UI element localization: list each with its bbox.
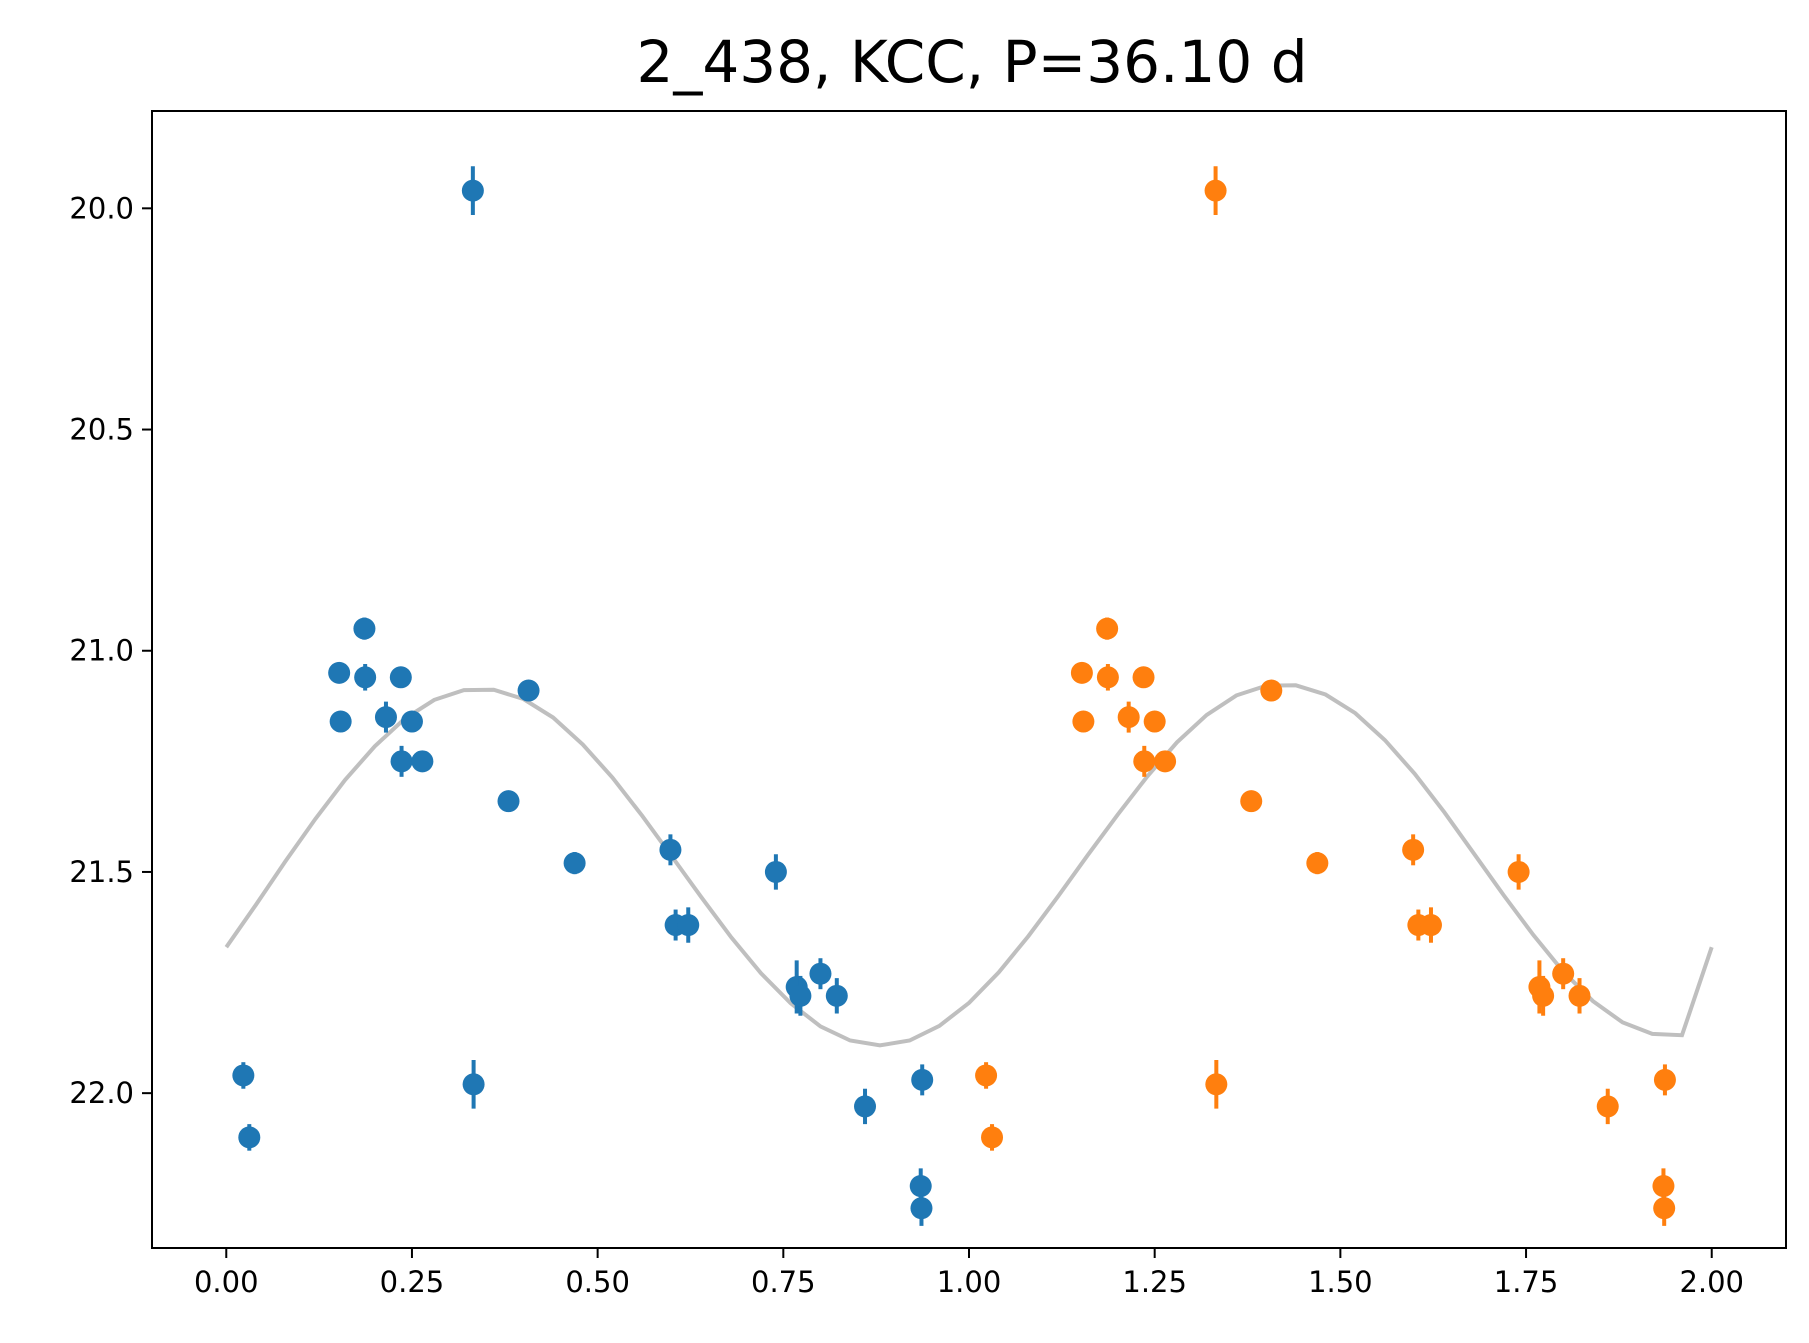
y-tick-label: 21.0 xyxy=(69,634,134,668)
data-point xyxy=(1070,661,1093,684)
data-point xyxy=(1096,617,1119,640)
data-point xyxy=(328,661,351,684)
data-point xyxy=(563,852,586,875)
y-tick-label: 20.5 xyxy=(69,413,134,447)
data-point xyxy=(1507,860,1530,883)
data-point xyxy=(1154,750,1177,773)
data-point xyxy=(517,679,540,702)
data-point xyxy=(462,1073,485,1096)
series-2 xyxy=(975,166,1676,1226)
data-point xyxy=(1652,1175,1675,1198)
data-points-layer xyxy=(232,166,1676,1226)
data-point xyxy=(400,710,423,733)
x-axis: 0.00 0.25 0.50 0.75 1.00 1.25 1.50 1.75 2.00 xyxy=(194,1248,1744,1299)
data-point xyxy=(1143,710,1166,733)
data-point xyxy=(461,179,484,202)
data-point xyxy=(909,1175,932,1198)
data-point xyxy=(411,750,434,773)
data-point xyxy=(1117,706,1140,729)
y-axis: 20.0 20.5 21.0 21.5 22.0 xyxy=(69,191,152,1110)
data-point xyxy=(1133,750,1156,773)
data-point xyxy=(981,1126,1004,1149)
data-point xyxy=(1205,1073,1228,1096)
data-point xyxy=(238,1126,261,1149)
x-tick-label: 1.00 xyxy=(937,1265,1002,1299)
data-point xyxy=(497,790,520,813)
data-point xyxy=(389,666,412,689)
x-tick-label: 0.50 xyxy=(565,1265,630,1299)
data-point xyxy=(353,617,376,640)
data-point xyxy=(1653,1068,1676,1091)
series-1 xyxy=(232,166,934,1226)
x-tick-label: 1.50 xyxy=(1308,1265,1373,1299)
data-point xyxy=(1204,179,1227,202)
data-point xyxy=(390,750,413,773)
data-point xyxy=(854,1095,877,1118)
y-tick-label: 20.0 xyxy=(69,191,134,225)
data-point xyxy=(1419,914,1442,937)
data-point xyxy=(1653,1197,1676,1220)
data-point xyxy=(1096,666,1119,689)
data-point xyxy=(329,710,352,733)
chart-title: 2_438, KCC, P=36.10 d xyxy=(636,28,1307,96)
data-point xyxy=(911,1068,934,1091)
data-point xyxy=(1568,984,1591,1007)
data-point xyxy=(975,1064,998,1087)
data-point xyxy=(1072,710,1095,733)
data-point xyxy=(232,1064,255,1087)
plot-background xyxy=(152,111,1786,1248)
data-point xyxy=(910,1197,933,1220)
data-point xyxy=(825,984,848,1007)
x-tick-label: 0.75 xyxy=(751,1265,816,1299)
data-point xyxy=(1260,679,1283,702)
data-point xyxy=(1552,962,1575,985)
plot-area xyxy=(151,110,1787,1249)
model-curve-layer xyxy=(224,683,1714,1048)
data-point xyxy=(1306,852,1329,875)
data-point xyxy=(809,962,832,985)
data-point xyxy=(677,914,700,937)
data-point xyxy=(1596,1095,1619,1118)
x-tick-label: 1.75 xyxy=(1494,1265,1559,1299)
model-curve-line xyxy=(224,683,1714,1048)
x-tick-label: 0.00 xyxy=(194,1265,259,1299)
data-point xyxy=(1532,984,1555,1007)
x-tick-label: 1.25 xyxy=(1122,1265,1187,1299)
x-tick-label: 2.00 xyxy=(1679,1265,1744,1299)
y-tick-label: 21.5 xyxy=(69,855,134,889)
data-point xyxy=(789,984,812,1007)
data-point xyxy=(1240,790,1263,813)
data-point xyxy=(1402,838,1425,861)
x-tick-label: 0.25 xyxy=(380,1265,445,1299)
data-point xyxy=(764,860,787,883)
data-point xyxy=(659,838,682,861)
data-point xyxy=(374,706,397,729)
data-point xyxy=(354,666,377,689)
data-point xyxy=(1132,666,1155,689)
y-tick-label: 22.0 xyxy=(69,1076,134,1110)
